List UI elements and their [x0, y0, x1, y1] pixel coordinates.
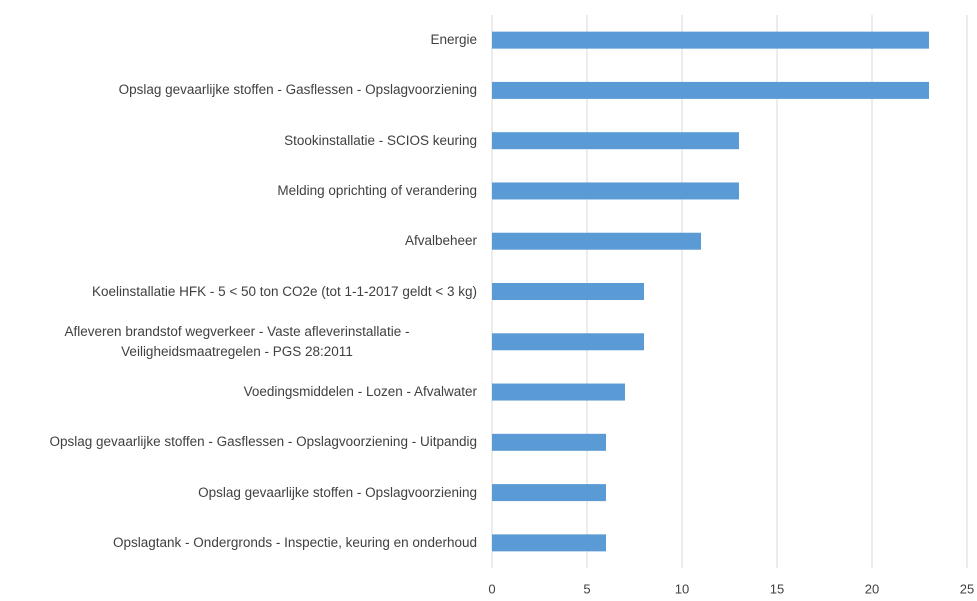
bar: [492, 283, 644, 300]
bar: [492, 383, 625, 401]
y-tick-label: Opslag gevaarlijke stoffen - Gasflessen …: [0, 80, 477, 100]
y-tick-label: Melding oprichting of verandering: [0, 181, 477, 201]
x-tick-label: 10: [675, 581, 689, 596]
category-text: Opslag gevaarlijke stoffen - Gasflessen …: [49, 434, 477, 450]
category-text: Opslagtank - Ondergronds - Inspectie, ke…: [113, 534, 477, 550]
bar: [492, 484, 606, 502]
y-tick-label: Opslagtank - Ondergronds - Inspectie, ke…: [0, 533, 477, 553]
y-tick-label: Afleveren brandstof wegverkeer - Vaste a…: [0, 322, 477, 362]
category-text: Afvalbeheer: [404, 233, 477, 249]
category-text: Opslag gevaarlijke stoffen - Opslagvoorz…: [198, 484, 477, 500]
bar: [492, 534, 606, 552]
x-tick-label: 0: [488, 581, 495, 596]
category-text: Stookinstallatie - SCIOS keuring: [284, 132, 477, 148]
y-tick-label: Opslag gevaarlijke stoffen - Opslagvoorz…: [0, 483, 477, 503]
y-tick-label: Energie: [0, 30, 477, 50]
x-tick-label: 15: [770, 581, 784, 596]
y-tick-label: Voedingsmiddelen - Lozen - Afvalwater: [0, 382, 477, 402]
x-tick-label: 5: [583, 581, 590, 596]
category-text: Energie: [430, 32, 477, 48]
category-text: Koelinstallatie HFK - 5 < 50 ton CO2e (t…: [92, 283, 477, 299]
bar: [492, 31, 929, 49]
x-tick-label: 20: [865, 581, 879, 596]
category-text: Melding oprichting of verandering: [277, 182, 477, 198]
y-tick-label: Opslag gevaarlijke stoffen - Gasflessen …: [0, 432, 477, 452]
bar: [492, 81, 929, 99]
category-text: Afleveren brandstof wegverkeer - Vaste a…: [64, 323, 410, 359]
bar: [492, 433, 606, 451]
category-text: Voedingsmiddelen - Lozen - Afvalwater: [243, 384, 477, 400]
bar: [492, 232, 701, 250]
y-tick-label: Koelinstallatie HFK - 5 < 50 ton CO2e (t…: [0, 282, 477, 302]
bar: [492, 132, 739, 150]
x-tick-label: 25: [960, 581, 974, 596]
bar: [492, 182, 739, 200]
category-text: Opslag gevaarlijke stoffen - Gasflessen …: [118, 82, 477, 98]
bar: [492, 333, 644, 351]
y-tick-label: Afvalbeheer: [0, 231, 477, 251]
y-tick-label: Stookinstallatie - SCIOS keuring: [0, 131, 477, 151]
